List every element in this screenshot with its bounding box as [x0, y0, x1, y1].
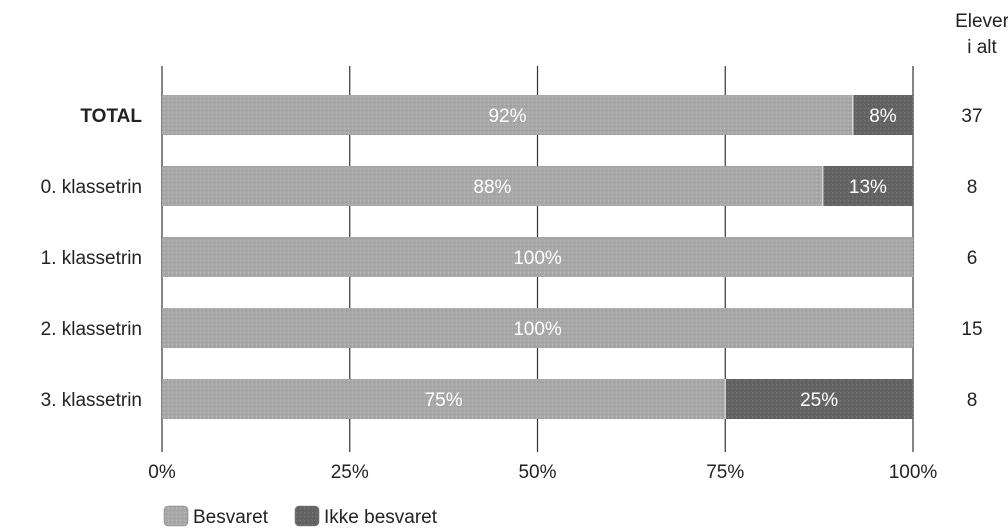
bar-data-label: 88% [473, 177, 511, 198]
bar-data-label: 92% [488, 106, 526, 127]
bar-data-label: 100% [513, 319, 562, 340]
count-header-line2: i alt [967, 37, 997, 58]
legend-swatch [163, 505, 189, 527]
count-value: 37 [961, 106, 982, 127]
category-label: 0. klassetrin [41, 177, 142, 198]
bar-data-label: 100% [513, 248, 562, 269]
bar-data-label: 8% [869, 106, 897, 127]
x-tick-label: 100% [889, 462, 938, 483]
bar-data-label: 75% [425, 390, 463, 411]
bar-besvaret [162, 379, 726, 419]
category-label: 1. klassetrin [41, 248, 142, 269]
bar-ikke-besvaret [852, 95, 913, 135]
count-value: 6 [967, 248, 978, 269]
bar-besvaret [162, 95, 853, 135]
bar-data-label: 25% [800, 390, 838, 411]
bar-besvaret [162, 237, 913, 277]
category-label: TOTAL [80, 106, 142, 127]
bar-ikke-besvaret [822, 166, 913, 206]
legend-swatch [294, 505, 320, 527]
x-tick-label: 25% [331, 462, 369, 483]
category-label: 2. klassetrin [41, 319, 142, 340]
count-header-line1: Elever [955, 11, 1008, 32]
x-tick-label: 0% [148, 462, 176, 483]
x-tick-label: 75% [706, 462, 744, 483]
x-tick-label: 50% [518, 462, 556, 483]
bar-besvaret [162, 308, 913, 348]
legend-label: Besvaret [193, 507, 269, 528]
legend-label: Ikke besvaret [324, 507, 438, 528]
count-value: 15 [961, 319, 982, 340]
category-label: 3. klassetrin [41, 390, 142, 411]
bar-data-label: 13% [849, 177, 887, 198]
count-value: 8 [967, 177, 978, 198]
bar-ikke-besvaret [725, 379, 913, 419]
bar-besvaret [162, 166, 823, 206]
count-value: 8 [967, 390, 978, 411]
